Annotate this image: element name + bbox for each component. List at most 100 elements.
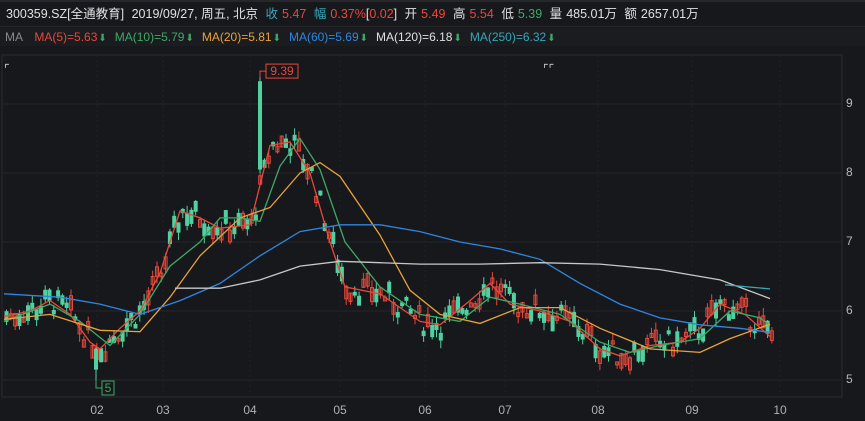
y-axis-label: 8 (846, 165, 853, 179)
ma-value: MA(5)=5.63 (34, 30, 98, 44)
candle-down (292, 134, 297, 141)
candle-down (185, 212, 190, 226)
volume-value: 485.01万 (566, 7, 617, 21)
candle-up (769, 330, 774, 341)
candle-up (348, 292, 353, 302)
ma-item-1[interactable]: MA(10)=5.79⬇ (115, 30, 194, 44)
candle-down (542, 311, 546, 323)
candle-up (705, 307, 710, 318)
x-axis-label: 04 (243, 403, 257, 417)
ma-label: MA (5, 30, 23, 44)
candle-up (241, 212, 245, 229)
candle-down (43, 289, 48, 300)
ma-item-4[interactable]: MA(120)=6.18⬇ (376, 30, 462, 44)
close-label: 收 (265, 7, 279, 21)
candle-down (430, 324, 435, 338)
candle-up (81, 339, 86, 348)
candle-down (47, 289, 52, 302)
candle-down (202, 223, 207, 237)
candle-down (718, 299, 723, 305)
candle-down (507, 286, 512, 294)
candle-down (666, 330, 671, 335)
low-marker-value: 5 (105, 381, 112, 395)
volume-label: 量 (549, 7, 563, 21)
candle-down (223, 210, 228, 224)
ma-line-ma10 (3, 137, 771, 354)
candle-down (529, 310, 534, 322)
candle-down (38, 305, 43, 314)
candle-down (352, 291, 357, 296)
candle-up (159, 272, 164, 278)
stock-symbol: 300359.SZ[全通教育] (6, 7, 125, 21)
candle-up (533, 294, 538, 306)
candle-up (451, 300, 456, 314)
candle-up (490, 277, 495, 284)
corner-mark-mid: ⌜⌜ (543, 62, 555, 76)
candle-down (34, 309, 39, 321)
candle-down (456, 296, 460, 313)
candle-down (572, 311, 577, 328)
candle-down (331, 231, 336, 244)
quote-header: 300359.SZ[全通教育] 2019/09/27, 周五, 北京 收 5.47… (0, 4, 865, 24)
ma-legend: MA MA(5)=5.63⬇ MA(10)=5.79⬇ MA(20)=5.81⬇ MA… (0, 28, 865, 46)
ma-value: MA(250)=6.32 (469, 30, 547, 44)
ma-line-ma60 (3, 224, 771, 334)
candle-up (546, 312, 551, 322)
candlestick-chart[interactable]: 9.39 5 (0, 46, 865, 421)
x-axis-label: 10 (773, 403, 787, 417)
amount-label: 额 (624, 7, 637, 21)
candle-down (550, 315, 555, 332)
candle-up (103, 351, 108, 362)
arrow-down-icon: ⬇ (547, 33, 556, 44)
candle-down (176, 222, 181, 233)
candle-down (503, 284, 508, 289)
bracket-close: ] (393, 7, 398, 21)
candle-up (597, 350, 602, 364)
candle-up (671, 346, 675, 357)
candle-up (361, 278, 366, 288)
quote-date: 2019/09/27, 周五, 北京 (131, 7, 259, 21)
candle-up (417, 305, 422, 313)
candle-down (580, 333, 585, 340)
candle-down (99, 348, 104, 363)
x-axis-label: 02 (90, 403, 104, 417)
candle-up (739, 297, 744, 308)
candle-up (275, 145, 280, 153)
candle-down (232, 226, 237, 235)
corner-mark-left: ⌜ (4, 62, 10, 76)
ma-item-2[interactable]: MA(20)=5.81⬇ (202, 30, 281, 44)
candle-down (486, 287, 491, 298)
candle-up (615, 361, 620, 366)
x-axis-label: 08 (591, 403, 605, 417)
candle-up (13, 312, 18, 327)
ma-item-0[interactable]: MA(5)=5.63⬇ (34, 30, 106, 44)
candle-down (51, 309, 56, 315)
close-value: 5.47 (282, 7, 307, 21)
candle-up (116, 337, 121, 342)
candle-up (722, 299, 727, 306)
low-value: 5.39 (517, 7, 543, 21)
candle-down (374, 288, 379, 303)
candle-down (395, 312, 400, 318)
ma-item-5[interactable]: MA(250)=6.32⬇ (470, 30, 556, 44)
candle-down (511, 293, 516, 309)
low-marker-box (101, 380, 115, 396)
x-axis-label: 09 (685, 403, 699, 417)
candle-down (318, 190, 323, 196)
candle-up (524, 313, 529, 319)
candle-up (228, 229, 233, 243)
ma-line-ma250 (724, 284, 771, 290)
plot-frame (1, 54, 843, 398)
candle-up (516, 311, 521, 318)
candle-down (602, 346, 607, 358)
ma-item-3[interactable]: MA(60)=5.69⬇ (289, 30, 368, 44)
y-axis-label: 5 (846, 372, 853, 386)
candle-down (253, 214, 258, 221)
ma-value: MA(120)=6.18 (376, 30, 453, 44)
open-value: 5.49 (421, 7, 446, 21)
ma-value: MA(20)=5.81 (201, 30, 272, 44)
arrow-down-icon: ⬇ (185, 33, 194, 44)
candle-up (735, 303, 740, 310)
candle-down (636, 350, 641, 362)
change-abs: 0.02 (369, 7, 394, 21)
